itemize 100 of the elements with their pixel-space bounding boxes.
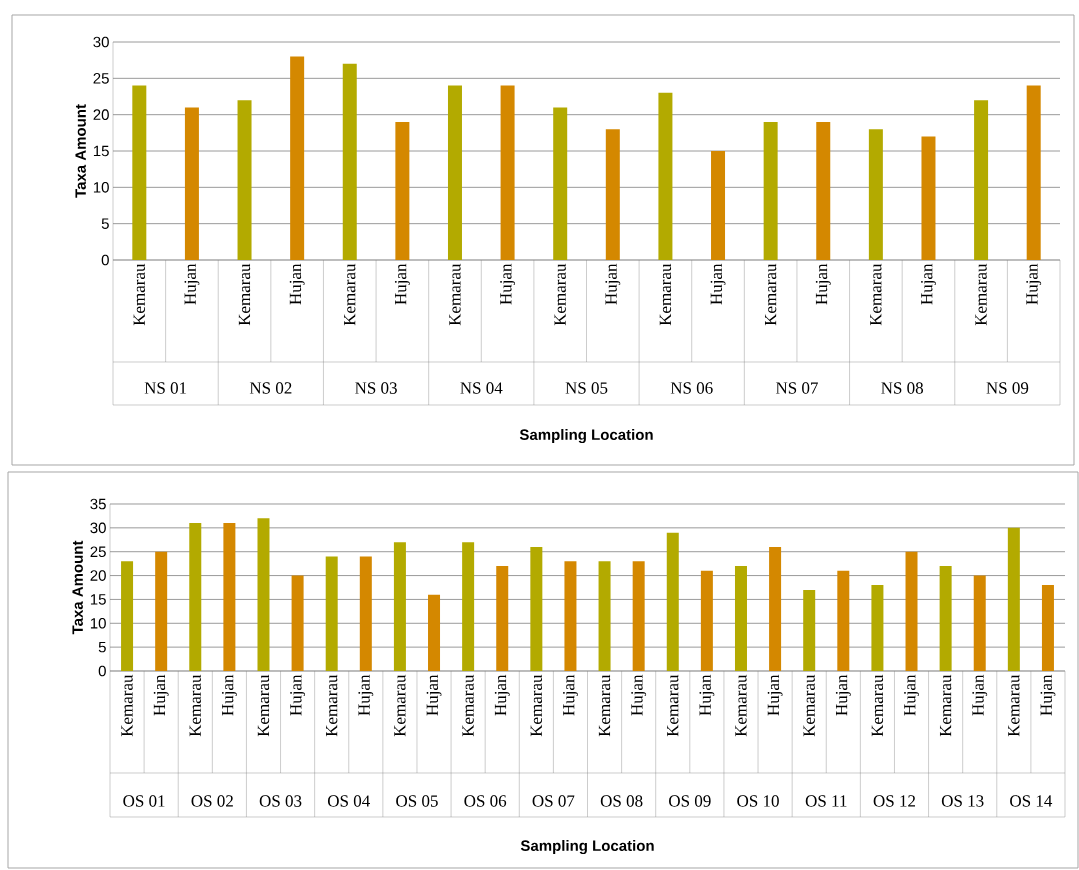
text: NS 05 — [565, 382, 608, 394]
bar — [734, 566, 747, 671]
x-tick-label: Hujan — [358, 674, 374, 716]
x-tick-label: Hujan — [221, 674, 237, 716]
x-tick-label: Kemarau — [803, 674, 815, 737]
x-tick-label: Hujan — [921, 263, 936, 305]
bar — [700, 570, 713, 671]
x-tick-label: Hujan — [290, 674, 306, 716]
bar — [325, 556, 338, 671]
x-tick-label: Kemarau — [975, 263, 987, 326]
y-tick-label: 0 — [98, 665, 106, 677]
x-tick-label: Hujan — [184, 263, 200, 305]
x-tick-label: Kemarau — [121, 674, 133, 737]
y-tick-label: 15 — [93, 145, 109, 157]
bar — [564, 561, 577, 671]
bar — [803, 589, 816, 671]
x-tick-label: Hujan — [289, 263, 305, 305]
x-tick-label: Kemarau — [257, 674, 270, 737]
text: NS 04 — [460, 382, 503, 394]
bar — [462, 542, 475, 671]
bar — [291, 575, 304, 671]
x-tick-label: Hujan — [631, 674, 647, 716]
bar — [769, 546, 782, 671]
x-tick-label: Hujan — [1026, 263, 1042, 305]
x-axis-title: Sampling Location — [519, 428, 653, 444]
bar — [658, 92, 673, 260]
y-tick-label: 20 — [90, 570, 106, 581]
bar — [939, 566, 952, 671]
x-tick-label: Kemarau — [238, 263, 251, 326]
text: OS 06 — [464, 795, 507, 807]
bar — [496, 566, 509, 671]
bar — [871, 585, 884, 671]
x-tick-label: Hujan — [500, 263, 516, 305]
bar — [763, 121, 778, 260]
bar — [632, 561, 645, 671]
y-tick-label: 20 — [93, 109, 109, 120]
text: OS 11 — [805, 795, 847, 807]
y-axis-title: Taxa Amount — [72, 540, 83, 635]
text: OS 12 — [873, 795, 916, 807]
x-tick-label: Kemarau — [189, 674, 201, 737]
bar — [290, 56, 305, 260]
text: NS 01 — [144, 382, 187, 394]
x-tick-label: Kemarau — [659, 263, 672, 326]
text: NS 02 — [249, 382, 292, 394]
text: NS 09 — [986, 382, 1029, 394]
y-tick-label: 5 — [101, 218, 109, 229]
text: OS 01 — [123, 795, 165, 807]
bar — [530, 546, 543, 671]
bar — [395, 121, 410, 260]
bar — [1026, 85, 1041, 260]
bar — [868, 129, 883, 260]
x-tick-label: Hujan — [835, 674, 851, 716]
x-tick-label: Kemarau — [939, 674, 952, 737]
y-tick-label: 15 — [90, 594, 106, 605]
bar — [553, 107, 568, 260]
x-tick-label: Kemarau — [462, 674, 474, 737]
x-tick-label: Kemarau — [870, 263, 882, 326]
text: OS 13 — [941, 795, 984, 807]
x-tick-label: Kemarau — [449, 263, 461, 326]
y-tick-label: 25 — [90, 546, 106, 558]
x-tick-label: Kemarau — [530, 674, 542, 737]
text: NS 08 — [881, 382, 924, 394]
bar — [605, 129, 620, 260]
y-tick-label: 10 — [90, 617, 106, 629]
text: OS 08 — [600, 795, 643, 807]
x-tick-label: Kemarau — [735, 674, 747, 737]
bar — [837, 570, 850, 671]
x-tick-label: Hujan — [815, 263, 831, 305]
x-tick-label: Kemarau — [667, 674, 679, 737]
x-tick-label: Hujan — [710, 263, 726, 305]
bar — [132, 85, 147, 260]
bar — [974, 100, 989, 260]
text: NS 03 — [355, 382, 397, 394]
x-tick-label: Kemarau — [394, 674, 406, 737]
text: NS 07 — [775, 382, 818, 394]
x-tick-label: Hujan — [153, 674, 169, 716]
text: OS 03 — [259, 795, 302, 807]
bar — [1041, 585, 1054, 671]
bar — [155, 551, 168, 671]
x-tick-label: Hujan — [394, 263, 410, 305]
x-tick-label: Kemarau — [344, 263, 356, 326]
bar — [428, 594, 441, 671]
bar — [121, 561, 134, 671]
x-axis-title: Sampling Location — [520, 839, 654, 855]
bar — [189, 523, 202, 671]
y-tick-label: 30 — [93, 36, 109, 48]
bar — [973, 575, 986, 671]
y-tick-label: 0 — [101, 254, 109, 266]
y-axis-title: Taxa Amount — [75, 104, 86, 198]
x-tick-label: Kemarau — [598, 674, 611, 737]
text: OS 10 — [737, 795, 779, 807]
x-tick-label: Hujan — [767, 674, 783, 716]
x-tick-label: Hujan — [1040, 674, 1056, 716]
bar — [237, 100, 252, 260]
bar — [257, 518, 270, 671]
bar — [500, 85, 515, 260]
x-tick-label: Hujan — [972, 674, 988, 716]
bar — [359, 556, 372, 671]
text: OS 05 — [396, 795, 438, 807]
bar — [921, 136, 936, 260]
